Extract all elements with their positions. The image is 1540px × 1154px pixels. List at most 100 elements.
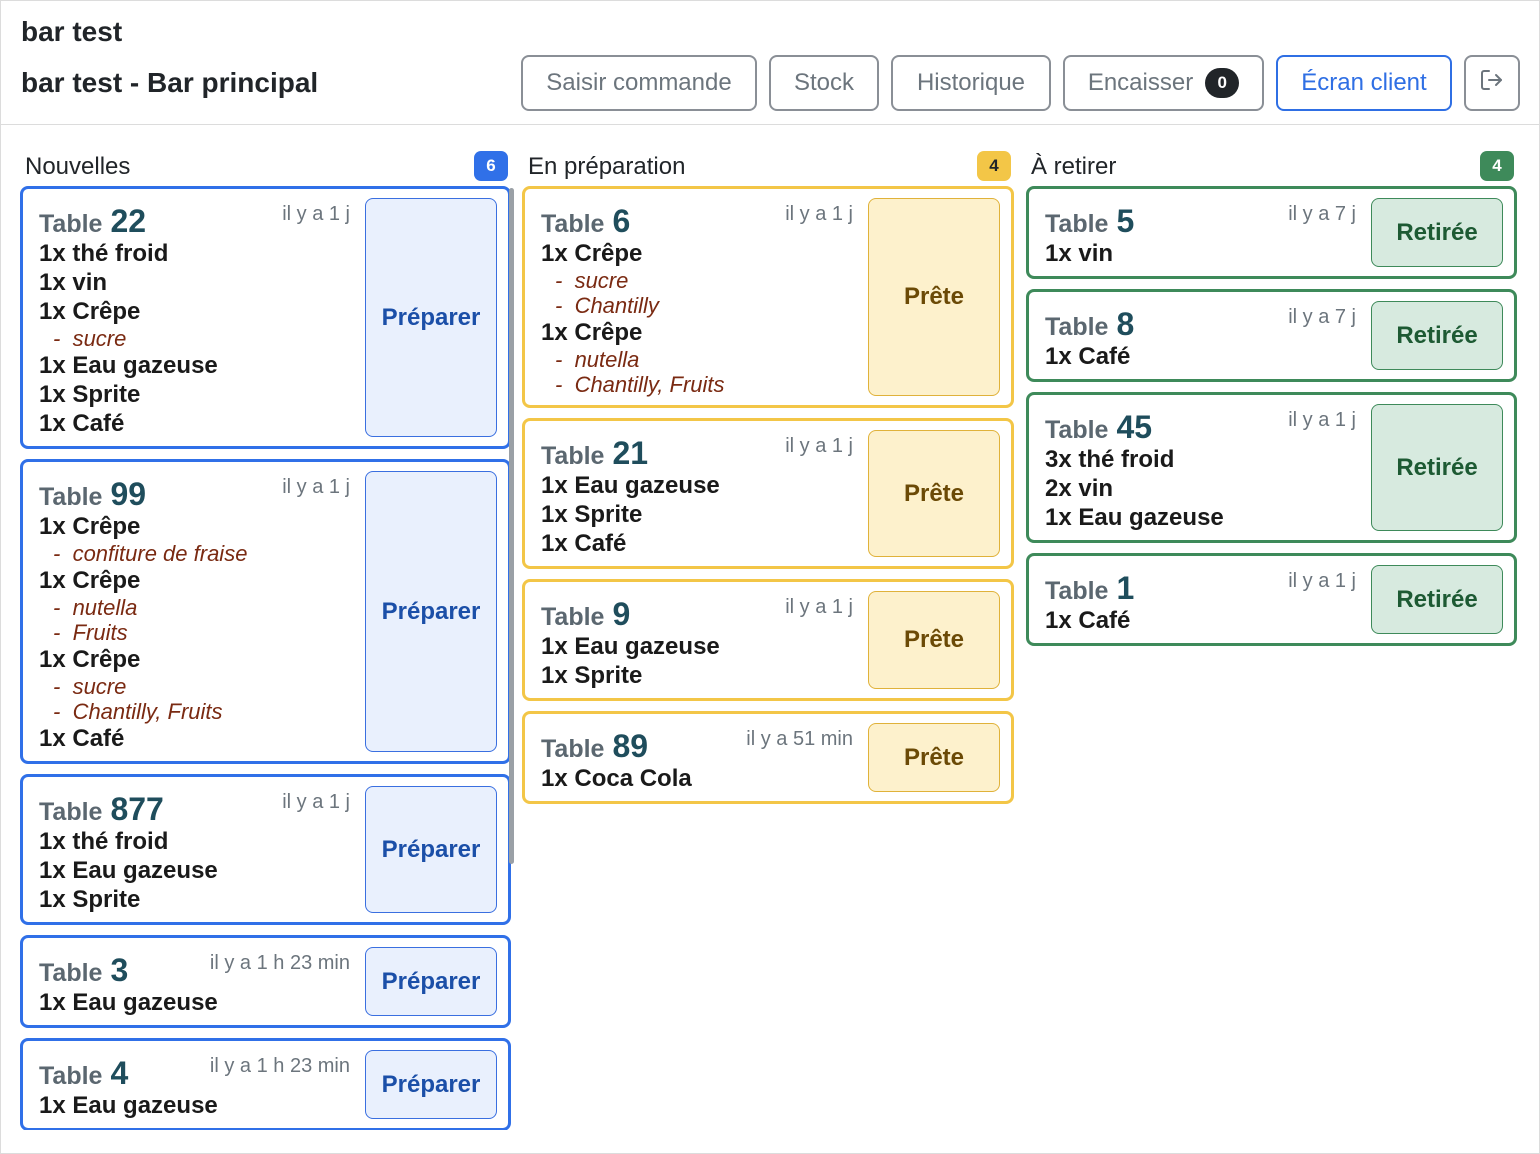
new-order-button[interactable]: Saisir commande <box>521 55 757 111</box>
table-heading: Table 89 <box>541 726 851 764</box>
order-card: Table 99 1x Crêpe - confiture de fraise 1x C… <box>20 459 511 764</box>
order-action-button[interactable]: Préparer <box>365 471 497 752</box>
order-item: 1x Café <box>39 410 125 437</box>
order-item: 1x Coca Cola <box>541 765 692 792</box>
table-heading: Table 99 <box>39 474 348 512</box>
item-option-text: sucre <box>72 674 127 699</box>
table-heading: Table 8 <box>1045 304 1354 342</box>
page-title: bar test - Bar principal <box>21 67 319 98</box>
order-card: Table 1 1x Café il y a 1 j Retirée <box>1026 553 1517 646</box>
order-card: Table 5 1x vin il y a 7 j Retirée <box>1026 186 1517 279</box>
order-item: 1x Sprite <box>541 501 643 528</box>
app-title: bar test <box>21 16 123 47</box>
checkout-label: Encaisser <box>1087 69 1194 96</box>
table-heading: Table 1 <box>1045 568 1354 606</box>
order-card: Table 877 1x thé froid 1x Eau gazeuse 1x Spr… <box>20 774 511 925</box>
order-action-button[interactable]: Retirée <box>1371 565 1503 634</box>
order-action-button[interactable]: Prête <box>868 198 1000 396</box>
table-heading: Table 4 <box>39 1053 348 1091</box>
order-item: 1x Sprite <box>39 886 141 913</box>
column-title-prep: En préparation <box>528 153 686 180</box>
order-action-button[interactable]: Prête <box>868 430 1000 557</box>
order-item: 1x Café <box>541 530 627 557</box>
new-order-label: Saisir commande <box>546 69 732 96</box>
item-option-text: confiture de fraise <box>72 541 248 566</box>
table-number: 6 <box>612 203 631 239</box>
table-label: Table <box>39 1062 103 1090</box>
order-item: 3x thé froid <box>1045 446 1175 473</box>
table-number: 8 <box>1116 306 1135 342</box>
order-item: 1x Eau gazeuse <box>541 472 720 499</box>
order-action-button[interactable]: Prête <box>868 591 1000 689</box>
order-card-body: Table 5 1x vin <box>1029 189 1514 276</box>
column-count-new: 6 <box>474 151 508 181</box>
order-card: Table 22 1x thé froid 1x vin 1x Crêpe - sucre… <box>20 186 511 449</box>
order-time: il y a 1 j <box>282 476 350 498</box>
table-heading: Table 9 <box>541 594 851 632</box>
order-time: il y a 7 j <box>1288 203 1356 225</box>
logout-button[interactable] <box>1464 55 1520 111</box>
order-action-button[interactable]: Préparer <box>365 1050 497 1119</box>
table-label: Table <box>39 959 103 987</box>
order-item: 1x thé froid <box>39 828 169 855</box>
table-number: 22 <box>110 203 147 239</box>
top-header: bar test bar test - Bar principal Saisir… <box>0 0 1540 125</box>
table-heading: Table 6 <box>541 201 851 239</box>
order-time: il y a 1 j <box>785 596 853 618</box>
item-option-text: Chantilly, Fruits <box>72 699 223 724</box>
table-label: Table <box>39 483 103 511</box>
table-number: 5 <box>1116 203 1135 239</box>
order-item: 1x Eau gazeuse <box>39 857 218 884</box>
order-item: 1x vin <box>1045 240 1114 267</box>
column-title-done: À retirer <box>1031 153 1117 180</box>
table-number: 9 <box>612 596 631 632</box>
order-card-body: Table 8 1x Café <box>1029 292 1514 379</box>
order-card-body: Table 9 1x Eau gazeuse 1x Sprite <box>525 582 1011 698</box>
table-number: 21 <box>612 435 649 471</box>
client-screen-button[interactable]: Écran client <box>1276 55 1452 111</box>
item-option-text: nutella <box>574 347 640 372</box>
item-option: - Fruits <box>53 620 128 645</box>
order-item: 1x thé froid <box>39 240 169 267</box>
checkout-button[interactable]: Encaisser 0 <box>1063 55 1264 111</box>
table-number: 1 <box>1116 570 1135 606</box>
order-card: Table 4 1x Eau gazeuse il y a 1 h 23 min Pré… <box>20 1038 511 1130</box>
order-item: 1x Eau gazeuse <box>39 1092 218 1119</box>
table-number: 877 <box>110 791 164 827</box>
order-action-button[interactable]: Préparer <box>365 786 497 913</box>
order-card-body: Table 21 1x Eau gazeuse 1x Sprite 1x Café <box>525 421 1011 566</box>
order-action-button[interactable]: Préparer <box>365 947 497 1016</box>
order-item: 1x Café <box>1045 607 1131 634</box>
order-time: il y a 1 j <box>1288 570 1356 592</box>
history-button[interactable]: Historique <box>891 55 1051 111</box>
order-action-button[interactable]: Prête <box>868 723 1000 792</box>
logout-icon <box>1479 67 1505 100</box>
order-item: 1x Crêpe <box>39 646 141 673</box>
order-card-body: Table 3 1x Eau gazeuse <box>23 938 508 1025</box>
table-label: Table <box>541 735 605 763</box>
column-to-collect: Table 5 1x vin il y a 7 j Retirée Table 8 1x Ca… <box>1026 186 1517 656</box>
order-card-body: Table 22 1x thé froid 1x vin 1x Crêpe - sucre… <box>23 189 508 446</box>
table-heading: Table 877 <box>39 789 348 827</box>
table-number: 89 <box>612 728 649 764</box>
item-option-text: sucre <box>72 326 127 351</box>
order-action-button[interactable]: Retirée <box>1371 301 1503 370</box>
order-card: Table 6 1x Crêpe - sucre - Chantilly 1x Crêpe… <box>522 186 1014 408</box>
order-action-button[interactable]: Retirée <box>1371 198 1503 267</box>
stock-button[interactable]: Stock <box>769 55 879 111</box>
item-option: - sucre <box>555 268 629 293</box>
item-option: - nutella <box>53 595 138 620</box>
order-action-button[interactable]: Préparer <box>365 198 497 437</box>
column-scrollbar[interactable] <box>509 188 514 864</box>
table-label: Table <box>39 210 103 238</box>
table-label: Table <box>541 442 605 470</box>
order-card: Table 3 1x Eau gazeuse il y a 1 h 23 min Pré… <box>20 935 511 1028</box>
item-option: - Chantilly, Fruits <box>53 699 223 724</box>
item-option: - sucre <box>53 674 127 699</box>
stock-label: Stock <box>793 69 855 96</box>
order-item: 1x vin <box>39 269 108 296</box>
order-time: il y a 1 j <box>1288 409 1356 431</box>
order-time: il y a 1 j <box>785 435 853 457</box>
item-option: - nutella <box>555 347 640 372</box>
order-action-button[interactable]: Retirée <box>1371 404 1503 531</box>
